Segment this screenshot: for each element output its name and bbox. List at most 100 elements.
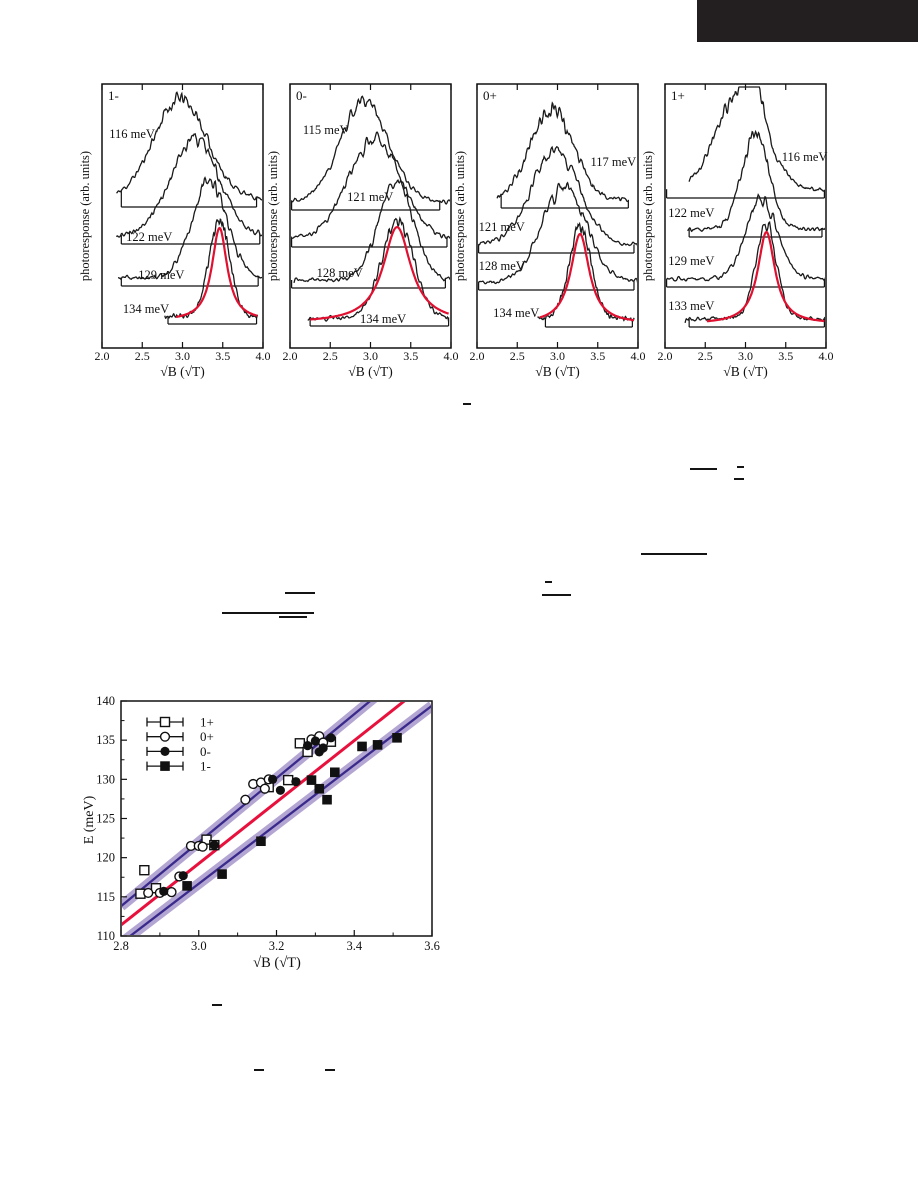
legend-marker-open-circle <box>159 731 171 742</box>
data-point-open-circle <box>143 887 154 899</box>
trace-label: 133 meV <box>668 299 714 313</box>
legend-item-0-: 0- <box>146 744 211 759</box>
legend-marker-filled-square <box>160 761 170 771</box>
lorentzian-fit <box>309 225 450 321</box>
legend-label: 0+ <box>200 729 214 744</box>
math-bar-fragment <box>279 616 307 618</box>
data-point-open-square <box>294 738 306 749</box>
data-point-filled-circle <box>310 736 320 746</box>
data-point-open-circle <box>197 841 208 852</box>
spectrum-trace <box>115 133 262 238</box>
data-point-filled-square <box>372 740 383 750</box>
series-0- <box>159 733 336 896</box>
math-bar-fragment <box>690 468 717 470</box>
x-tick-label: 3.0 <box>175 349 190 363</box>
y-tick-label: 130 <box>96 772 115 786</box>
trace-label: 116 meV <box>782 150 828 164</box>
trace-label: 134 meV <box>360 312 406 326</box>
data-point-open-circle <box>240 794 251 805</box>
math-bar-fragment <box>641 553 707 555</box>
data-point-filled-circle <box>326 733 336 743</box>
legend-marker-open-square <box>159 716 171 728</box>
data-point-filled-square <box>182 881 192 891</box>
x-tick-label: 3.5 <box>778 349 793 363</box>
x-tick-label: 3.4 <box>346 939 362 953</box>
trace-label: 128 meV <box>317 266 363 280</box>
data-point-filled-square <box>322 794 332 805</box>
data-point-open-circle <box>166 887 177 898</box>
y-axis-title: photoresponse (arb. units) <box>266 151 280 281</box>
spectrum-trace <box>666 193 825 282</box>
x-tick-label: 3.0 <box>191 939 207 953</box>
y-axis-title: photoresponse (arb. units) <box>78 151 92 281</box>
x-tick-label: 4.0 <box>631 349 646 363</box>
spectrum-trace <box>293 178 450 284</box>
data-point-filled-square <box>314 783 325 794</box>
math-bar-fragment <box>325 1069 335 1071</box>
math-bar-fragments <box>212 403 744 1071</box>
data-point-filled-circle <box>318 743 328 753</box>
math-bar-fragment <box>285 592 315 594</box>
spectrum-trace <box>291 95 450 205</box>
math-bar-fragment <box>542 594 571 596</box>
x-tick-label: 3.5 <box>215 349 230 363</box>
data-point-open-square <box>139 865 150 876</box>
math-bar-fragment <box>254 1069 264 1071</box>
data-point-filled-square <box>306 775 317 785</box>
fit-line-center-fit <box>122 702 406 927</box>
legend-label: 1- <box>200 759 211 774</box>
math-bar-fragment <box>545 581 552 583</box>
figure1-photoresponse-spectra: 2.0 2.5 3.0 3.5 4.0 √B (√T) photoresponse (arb… <box>78 83 834 379</box>
spectrum-trace <box>117 176 262 280</box>
spectra-panel-0+: 2.0 2.5 3.0 3.5 4.0 √B (√T) photoresponse (arb… <box>453 83 646 379</box>
x-tick-label: 3.0 <box>738 349 753 363</box>
trace-label: 128 meV <box>479 259 525 273</box>
y-tick-label: 115 <box>97 890 115 904</box>
legend-item-0+: 0+ <box>146 729 214 744</box>
redaction-box <box>697 0 918 42</box>
spectrum-trace <box>537 221 635 322</box>
spectra-panel-1+: 2.0 2.5 3.0 3.5 4.0 √B (√T) photoresponse (arb… <box>641 83 834 379</box>
trace-label: 134 meV <box>123 302 169 316</box>
x-tick-label: 3.2 <box>269 939 285 953</box>
figure2-peak-position-scatter: 2.8 3.0 3.2 3.4 3.6 110 115 120 125 130 135 140 √B (… <box>82 694 440 971</box>
x-tick-label: 2.0 <box>658 349 673 363</box>
lorentzian-fit <box>175 226 258 319</box>
trace-label: 121 meV <box>347 190 393 204</box>
spectrum-trace <box>496 101 629 203</box>
math-bar-fragment <box>212 1004 222 1006</box>
fit-line-lower-bound <box>129 705 431 935</box>
trace-label: 117 meV <box>591 155 637 169</box>
x-tick-label: 3.0 <box>363 349 378 363</box>
x-tick-label: 2.5 <box>135 349 150 363</box>
panel-corner-label: 0+ <box>483 88 497 103</box>
y-tick-label: 140 <box>96 694 115 708</box>
data-point-filled-circle <box>178 871 188 881</box>
x-tick-label: 3.6 <box>424 939 440 953</box>
data-point-open-circle <box>259 783 270 794</box>
x-tick-label: 2.5 <box>698 349 713 363</box>
x-tick-label: 4.0 <box>444 349 459 363</box>
spectrum-trace <box>687 129 825 233</box>
trace-label: 122 meV <box>126 230 172 244</box>
legend-item-1-: 1- <box>146 759 211 774</box>
spectra-panel-0-: 2.0 2.5 3.0 3.5 4.0 √B (√T) photoresponse (arb… <box>266 83 459 379</box>
legend-item-1+: 1+ <box>146 715 214 730</box>
trace-label: 115 meV <box>303 123 349 137</box>
trace-label: 134 meV <box>493 306 539 320</box>
trace-label: 122 meV <box>668 206 714 220</box>
x-axis-title: √B (√T) <box>348 364 392 379</box>
trace-label: 116 meV <box>109 127 155 141</box>
trace-label: 121 meV <box>479 220 525 234</box>
data-point-open-square <box>282 774 294 786</box>
panel-corner-label: 0- <box>296 88 307 103</box>
y-tick-label: 135 <box>96 733 115 747</box>
spectrum-trace <box>291 131 450 240</box>
x-axis-title: √B (√T) <box>253 955 301 971</box>
data-point-filled-circle <box>268 774 278 784</box>
y-axis-title: photoresponse (arb. units) <box>453 151 467 281</box>
y-axis-title: photoresponse (arb. units) <box>641 151 655 281</box>
x-tick-label: 2.8 <box>113 939 129 953</box>
spectrum-trace <box>478 145 637 247</box>
data-point-filled-square <box>256 836 266 847</box>
